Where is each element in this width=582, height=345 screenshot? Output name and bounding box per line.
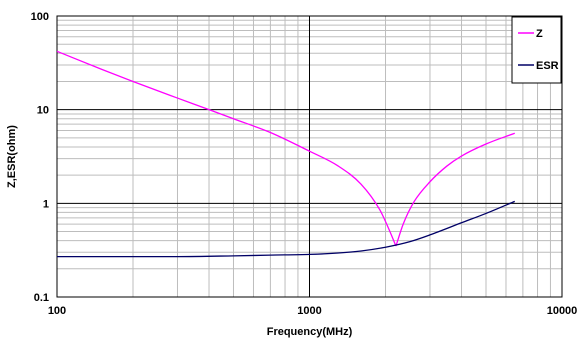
x-tick-label: 1000 [297,305,321,317]
legend-label-esr: ESR [536,60,559,72]
y-tick-label: 1 [43,198,49,210]
x-tick-label: 100 [48,305,66,317]
y-tick-label: 100 [31,11,49,23]
x-axis-title: Frequency(MHz) [267,326,353,338]
y-tick-label: 10 [37,105,49,117]
legend: Z ESR [511,16,562,84]
x-tick-label: 10000 [547,305,578,317]
legend-label-z: Z [536,28,543,40]
plot-border [56,15,563,298]
legend-box [511,16,562,84]
major-gridlines [57,16,562,297]
tick-labels: 100 1000 10000 0.1 1 10 100 [31,11,578,317]
y-tick-label: 0.1 [34,292,49,304]
series-line-z [56,50,515,247]
series-layer [56,50,516,258]
y-axis-title: Z,ESR(ohm) [6,125,18,188]
series-line-esr [57,200,516,258]
